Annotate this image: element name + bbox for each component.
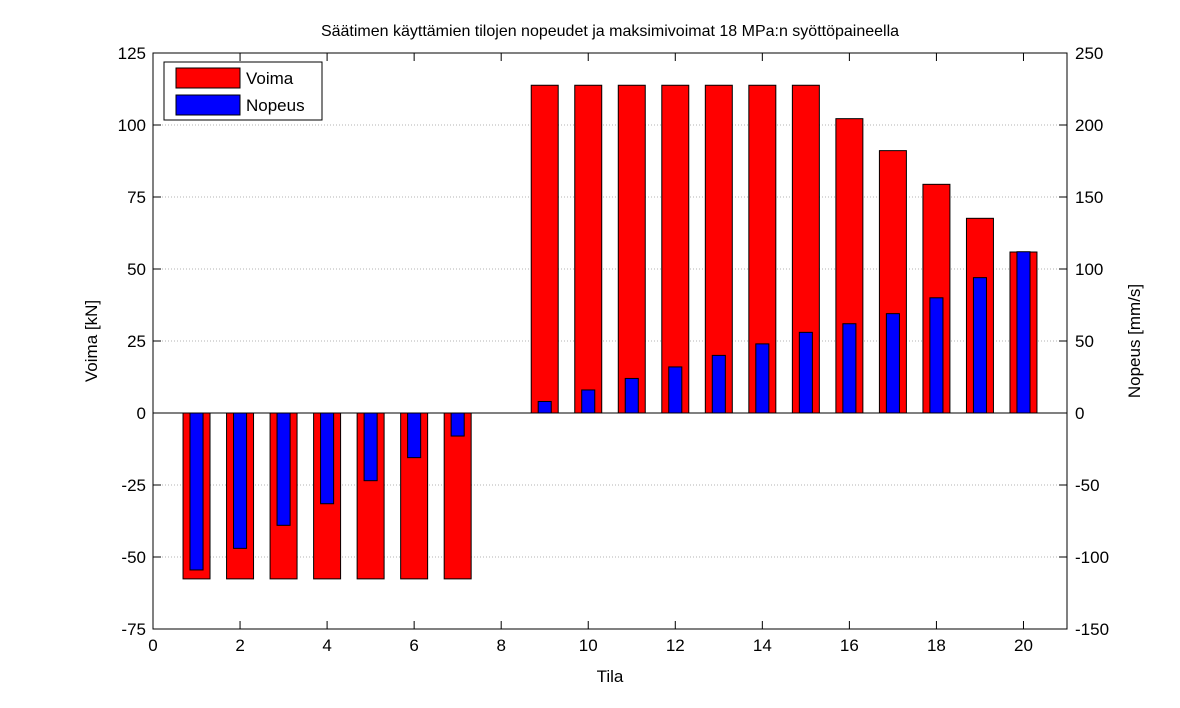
bar-nopeus [842,323,857,414]
y-tick-label-left: 75 [127,188,146,207]
chart-title: Säätimen käyttämien tilojen nopeudet ja … [321,23,899,40]
legend-swatch-voima [175,67,241,89]
bar-nopeus [581,389,596,414]
y-tick-label-left: -75 [121,620,146,639]
y-tick-label-right: 250 [1075,44,1103,63]
y-tick-label-left: 50 [127,260,146,279]
series-nopeus [189,251,1031,571]
x-tick-label: 6 [409,636,418,655]
bar-nopeus [189,412,204,571]
x-tick-label: 10 [579,636,598,655]
y-axis-label-right: Nopeus [mm/s] [1125,284,1144,398]
bar-nopeus [885,313,900,414]
y-tick-label-right: 150 [1075,188,1103,207]
bar-nopeus [537,400,552,414]
legend-swatch-nopeus [175,94,241,116]
y-tick-label-right: 100 [1075,260,1103,279]
x-axis-label: Tila [597,667,624,686]
bar-nopeus [363,412,378,482]
y-tick-label-left: 0 [137,404,146,423]
x-tick-label: 16 [840,636,859,655]
bar-nopeus [668,366,683,414]
x-tick-label: 4 [322,636,331,655]
legend-label-nopeus: Nopeus [246,96,305,115]
bar-voima [617,84,646,414]
y-tick-label-right: -50 [1075,476,1100,495]
bar-voima [574,84,603,414]
bar-nopeus [972,277,987,414]
x-tick-label: 12 [666,636,685,655]
y-axis-label-left: Voima [kN] [82,300,101,382]
y-tick-label-left: 125 [118,44,146,63]
y-tick-label-right: 0 [1075,404,1084,423]
x-tick-label: 2 [235,636,244,655]
bar-nopeus [233,412,248,549]
bar-voima [748,84,777,414]
y-tick-label-right: -100 [1075,548,1109,567]
bar-nopeus [407,412,422,459]
y-tick-label-right: 50 [1075,332,1094,351]
bar-voima [661,84,690,414]
bar-nopeus [1016,251,1031,414]
x-tick-label: 0 [148,636,157,655]
x-tick-label: 20 [1014,636,1033,655]
bar-voima [443,412,472,580]
x-tick-label: 18 [927,636,946,655]
y-tick-label-left: 100 [118,116,146,135]
bar-nopeus [929,297,944,414]
bar-voima [530,84,559,414]
legend-label-voima: Voima [246,69,294,88]
x-tick-label: 14 [753,636,772,655]
bar-nopeus [624,377,639,414]
bar-nopeus [755,343,770,414]
bar-nopeus [798,331,813,414]
y-tick-label-right: -150 [1075,620,1109,639]
bar-nopeus [320,412,335,505]
bar-nopeus [276,412,291,526]
bar-nopeus [711,354,726,414]
x-tick-label: 8 [496,636,505,655]
y-tick-label-left: -50 [121,548,146,567]
bar-nopeus [450,412,465,437]
ticks: -75-50-250255075100125-150-100-500501001… [118,44,1109,655]
y-tick-label-right: 200 [1075,116,1103,135]
y-tick-label-left: -25 [121,476,146,495]
y-tick-label-left: 25 [127,332,146,351]
legend: Voima Nopeus [163,61,323,121]
